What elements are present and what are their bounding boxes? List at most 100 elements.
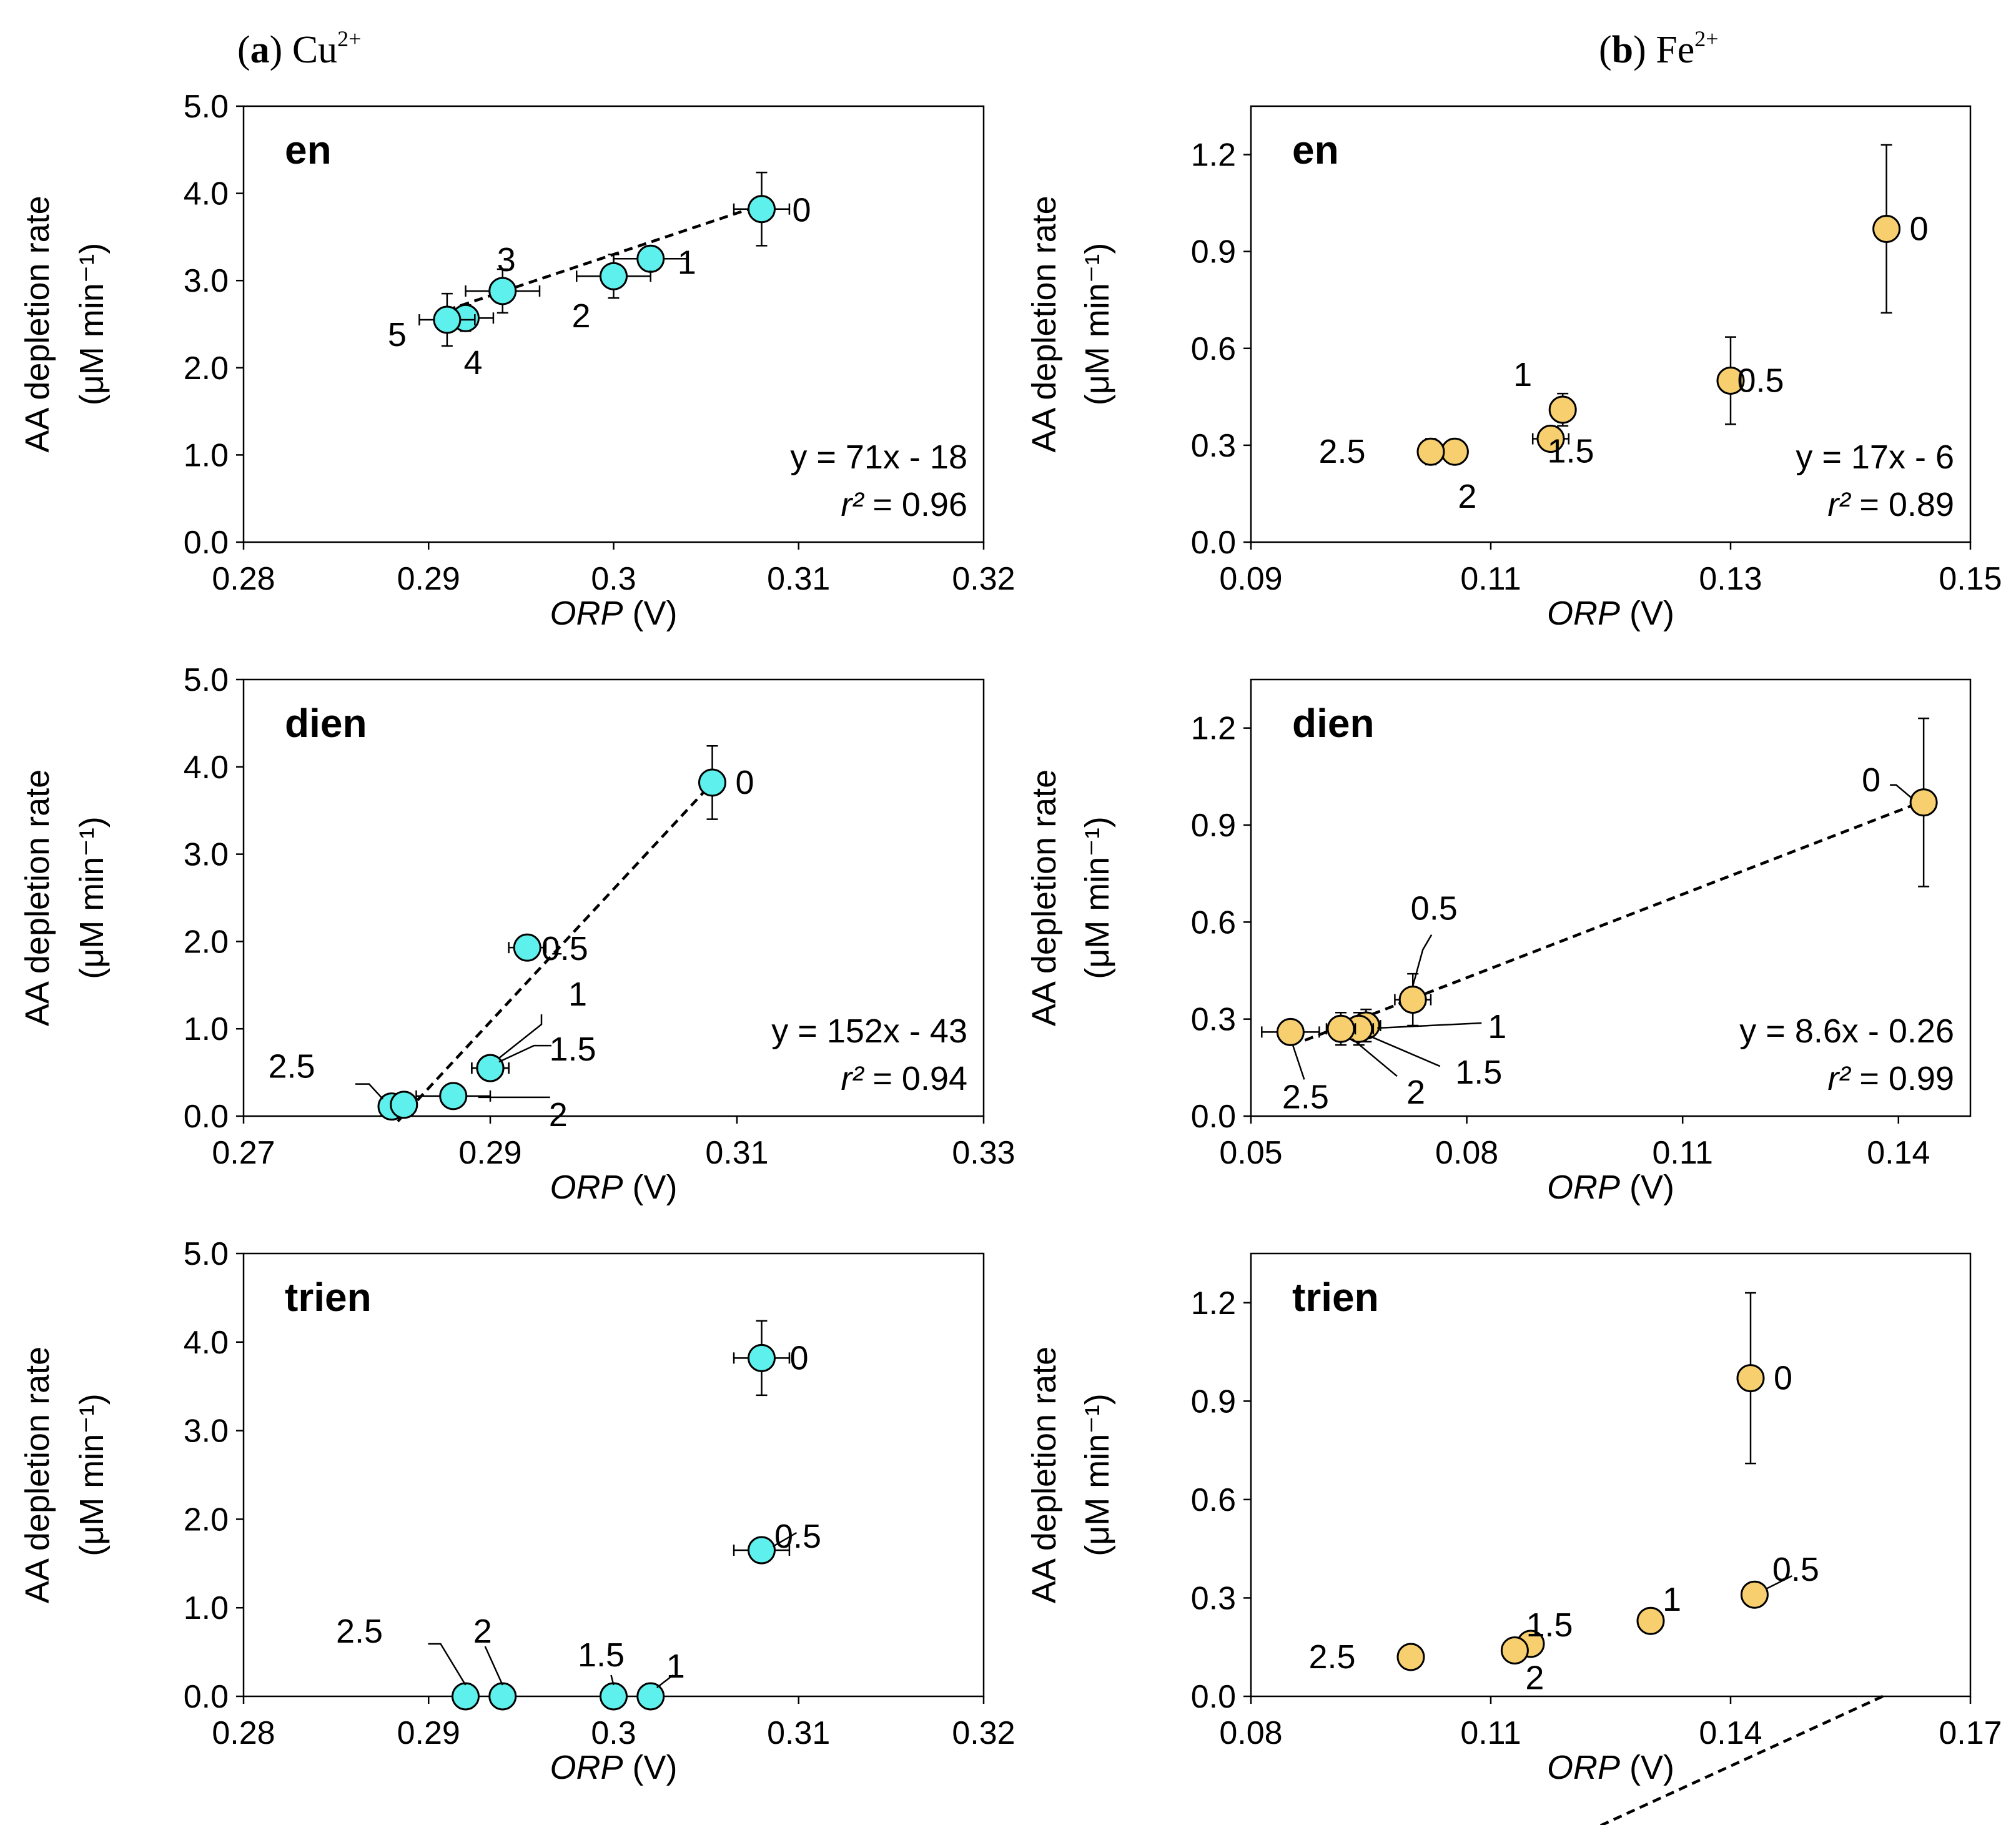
point-label: 1 (1663, 1581, 1681, 1618)
marker (513, 933, 541, 962)
data-point: 0.5 (733, 1518, 821, 1565)
label-leader (484, 1646, 503, 1686)
label-leader (656, 1674, 674, 1688)
data-point: 1.5 (1531, 425, 1594, 470)
marker (748, 1343, 776, 1372)
data-point: 2.5 (268, 1048, 406, 1121)
point-label: 1.5 (578, 1636, 625, 1674)
y-tick-label: 4.0 (184, 176, 229, 212)
marker (636, 244, 665, 273)
point-label: 0.5 (774, 1518, 821, 1555)
y-axis-title-line1: AA depletion rate (19, 195, 56, 452)
data-point: 0 (1736, 1292, 1792, 1465)
y-axis-title-line2: (μM min⁻¹) (1079, 243, 1116, 406)
label-leader (1890, 784, 1913, 799)
y-tick-label: 0.0 (1191, 1679, 1236, 1715)
marker (698, 768, 726, 797)
x-tick-label: 0.11 (1460, 1715, 1521, 1751)
data-point: 2.5 (1308, 1638, 1425, 1676)
x-tick-label: 0.08 (1435, 1135, 1498, 1171)
y-axis-title-line2: (μM min⁻¹) (1079, 1393, 1116, 1556)
marker (748, 195, 776, 224)
point-label: 0 (789, 1339, 808, 1377)
point-label: 2.5 (336, 1613, 383, 1650)
label-leader (428, 1643, 467, 1686)
x-tick-label: 0.28 (212, 561, 275, 597)
plot-frame (1250, 678, 1972, 1117)
y-axis-title-line1: AA depletion rate (1025, 769, 1063, 1026)
marker (1327, 1014, 1355, 1043)
marker (748, 1536, 776, 1565)
y-tick-label: 2.0 (184, 924, 229, 960)
y-tick-label: 3.0 (184, 1413, 229, 1450)
data-point: 2 (1325, 1012, 1425, 1111)
x-axis-title: ORP (V) (1547, 595, 1674, 632)
data-point: 3 (465, 241, 541, 314)
marker (1636, 1606, 1665, 1635)
panel-a-dien: 0.0 1.0 2.0 3.0 4.0 5.0 0.27 0.29 0.31 0.33 ORP (V… (19, 662, 1015, 1206)
data-point: 1 (613, 244, 696, 281)
x-axis-title: ORP (V) (550, 595, 677, 632)
data-point: 1 (1636, 1581, 1681, 1635)
y-tick-label: 4.0 (184, 749, 229, 786)
y-tick-label: 1.2 (1191, 137, 1236, 174)
marker (1736, 1364, 1765, 1393)
marker (1276, 1017, 1305, 1046)
y-tick-label: 2.0 (184, 350, 229, 387)
marker (1536, 425, 1565, 453)
point-label: 0.5 (1772, 1551, 1819, 1588)
x-tick-label: 0.11 (1460, 561, 1521, 597)
y-tick-label: 0.0 (184, 1099, 229, 1135)
y-tick-label: 1.0 (184, 1590, 229, 1626)
x-tick-label: 0.15 (1939, 561, 2002, 597)
plot-frame (242, 105, 985, 543)
marker (1440, 437, 1469, 466)
marker (1872, 214, 1901, 243)
x-axis-title: ORP (V) (1547, 1169, 1674, 1206)
y-axis-title-line1: AA depletion rate (19, 769, 56, 1026)
y-tick-label: 0.9 (1191, 1383, 1236, 1420)
panel-b-en: 0.0 0.3 0.6 0.9 1.2 0.09 0.11 0.13 0.15 ORP (V) AA… (1025, 105, 2002, 1825)
point-label: 1.5 (1455, 1054, 1502, 1091)
trend-line (397, 781, 714, 1122)
data-point: 1.5 (471, 1031, 596, 1082)
label-leader (1370, 1036, 1441, 1067)
trend-equation: y = 8.6x - 0.26 (1739, 1012, 1954, 1050)
y-tick-label: 5.0 (184, 662, 229, 698)
x-tick-label: 0.32 (952, 1715, 1015, 1751)
x-tick-label: 0.14 (1699, 1715, 1762, 1751)
x-tick-label: 0.05 (1219, 1135, 1282, 1171)
x-tick-label: 0.17 (1939, 1715, 2002, 1751)
point-label: 3 (497, 241, 516, 279)
plot-frame (1250, 105, 1972, 543)
panels: 0.0 1.0 2.0 3.0 4.0 5.0 0.28 0.29 0.3 0.3 1 0.32 ORP… (19, 89, 2002, 1825)
data-point: 1 (1513, 356, 1577, 427)
data-point: 0 (698, 744, 754, 820)
x-tick-label: 0.29 (458, 1135, 521, 1171)
trend-line (1304, 799, 1924, 1042)
y-axis-title-line2: (μM min⁻¹) (73, 816, 111, 979)
y-tick-label: 0.6 (1191, 904, 1236, 941)
marker (600, 1682, 628, 1711)
x-tick-label: 0.09 (1219, 561, 1282, 597)
x-tick-label: 0.3 (591, 561, 636, 597)
y-tick-label: 0.3 (1191, 428, 1236, 464)
point-label: 1.5 (549, 1031, 596, 1068)
point-label: 2.5 (1318, 433, 1365, 470)
panel-title: dien (285, 701, 367, 746)
y-tick-label: 3.0 (184, 263, 229, 299)
trend-equation: y = 152x - 43 (771, 1012, 967, 1050)
trend-equation: y = 17x - 6 (1796, 438, 1954, 476)
header-a: (a) Cu2+ (237, 26, 361, 71)
point-label: 1 (568, 976, 587, 1013)
point-label: 1 (678, 244, 696, 281)
y-axis-title-line1: AA depletion rate (1025, 195, 1063, 452)
panel-a-trien: 0.0 1.0 2.0 3.0 4.0 5.0 0.28 0.29 0.3 0.31 0.32 ORP… (19, 1236, 1015, 1786)
point-label: 2 (473, 1613, 492, 1650)
point-label: 5 (388, 316, 407, 354)
marker (476, 1054, 505, 1082)
marker (1740, 1580, 1769, 1609)
label-leader (1411, 934, 1433, 986)
x-tick-label: 0.14 (1867, 1135, 1930, 1171)
y-tick-label: 0.0 (184, 1679, 229, 1715)
